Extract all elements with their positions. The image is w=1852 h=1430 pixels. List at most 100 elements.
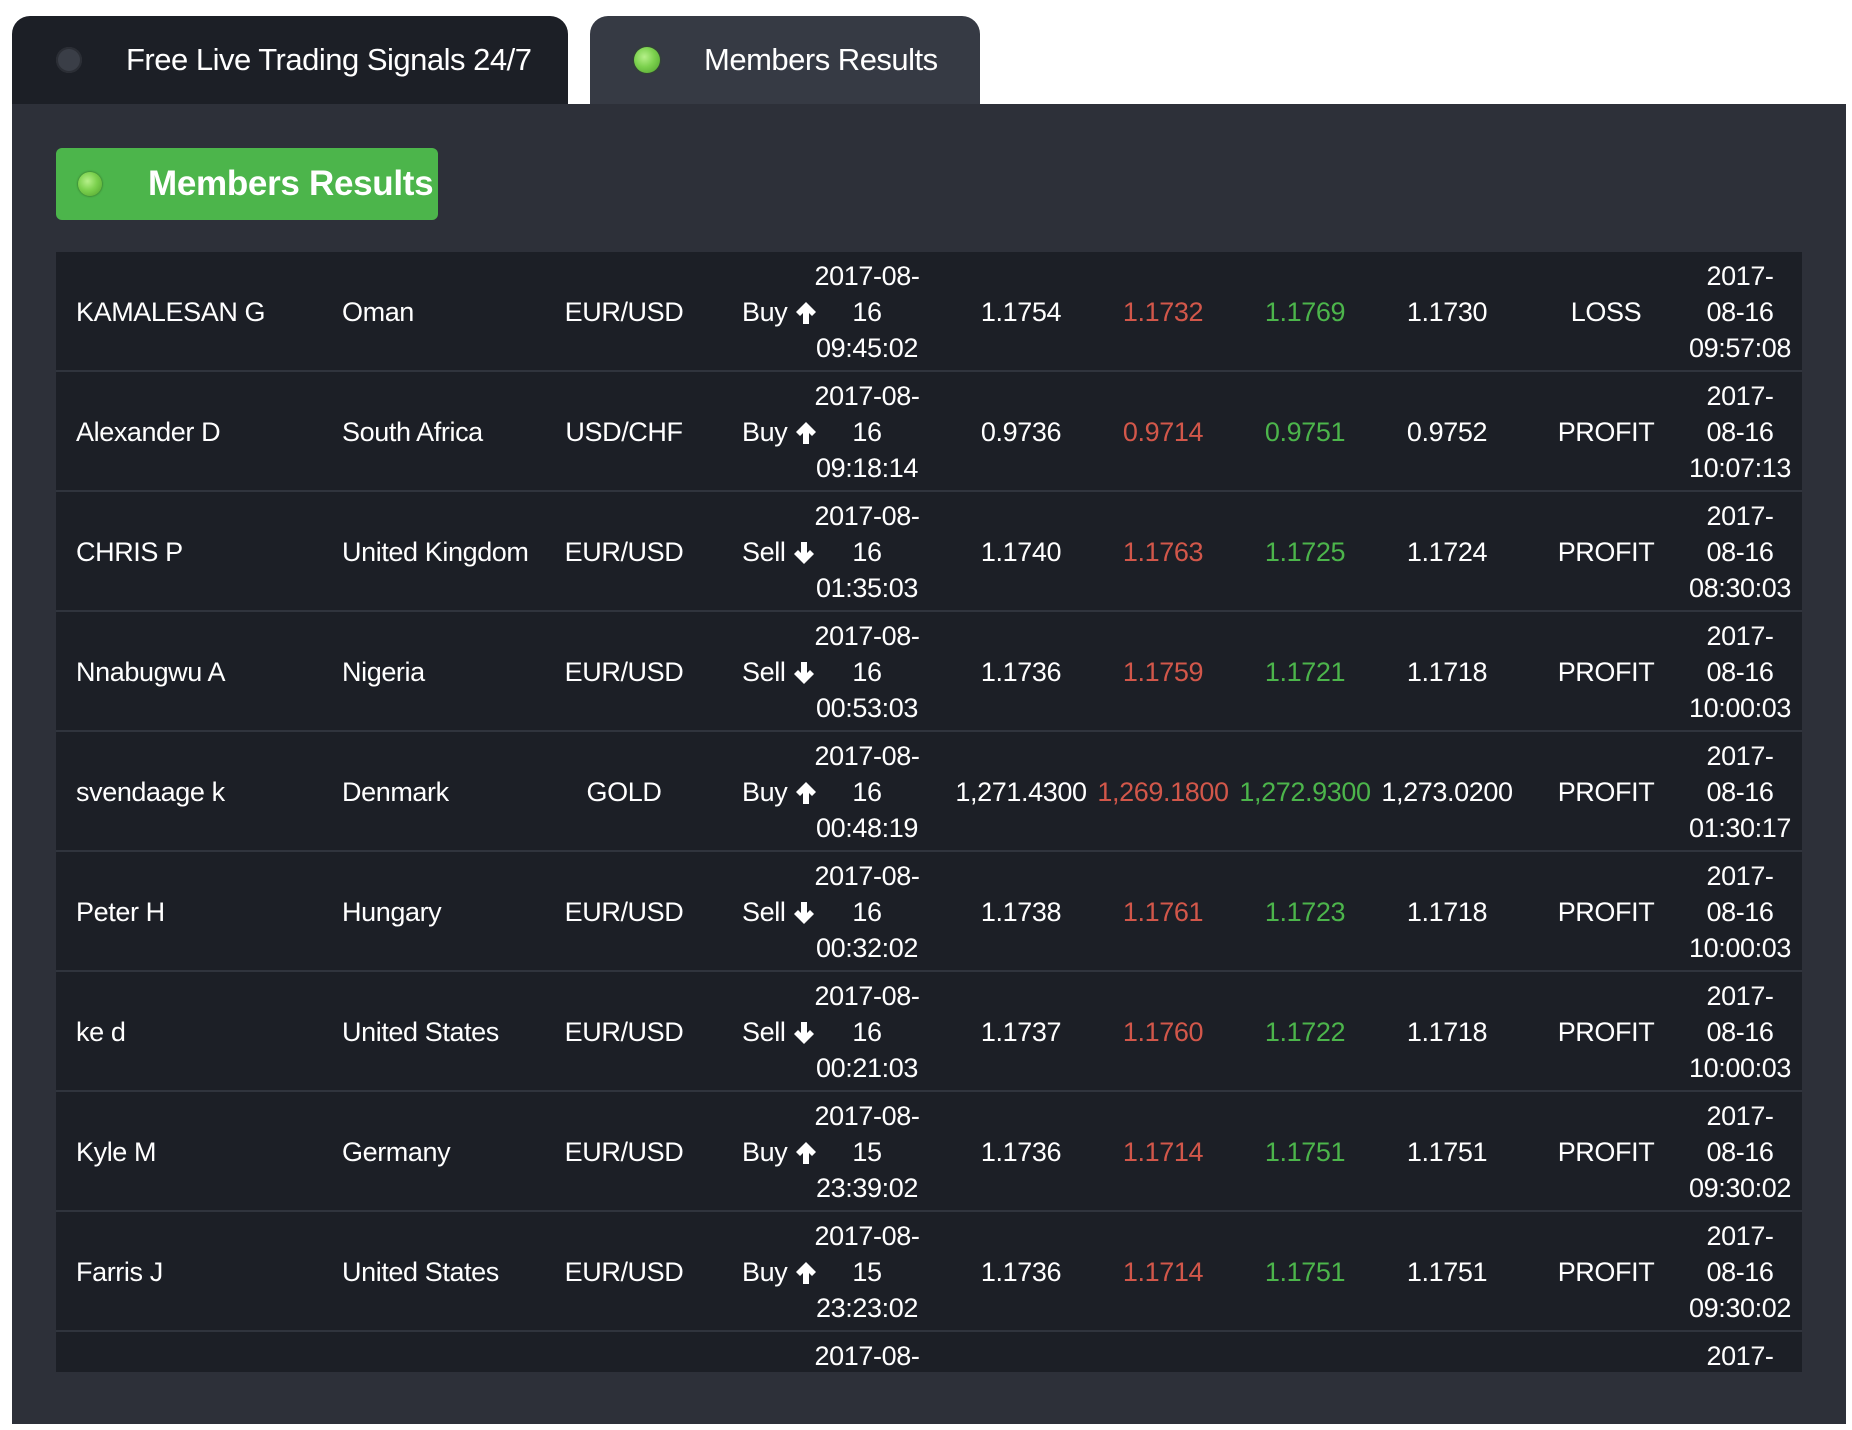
direction-label: Buy	[742, 1136, 788, 1167]
trader-country: Denmark	[342, 776, 449, 807]
opened-datetime-line: 09:18:14	[816, 453, 918, 483]
close-price: 1,273.0200	[1381, 776, 1513, 807]
arrow-up-icon	[787, 297, 817, 328]
currency-pair: EUR/USD	[564, 536, 684, 567]
opened-datetime-line: 00:48:19	[816, 813, 918, 843]
arrow-up-icon	[787, 777, 817, 808]
closed-datetime-line: 09:30:02	[1689, 1173, 1791, 1203]
opened-datetime-line: 16	[852, 297, 882, 327]
opened-datetime-line: 15	[852, 1137, 882, 1167]
trader-country: South Africa	[342, 416, 483, 447]
section-title: Members Results	[148, 164, 434, 203]
currency-pair: EUR/USD	[564, 656, 684, 687]
opened-datetime-line: 00:32:02	[816, 933, 918, 963]
closed-datetime: 2017-	[1684, 1332, 1796, 1372]
closed-datetime: 2017- 08-16 10:00:03	[1684, 612, 1796, 732]
stop-loss-price: 1,269.1800	[1097, 776, 1229, 807]
opened-datetime: 2017-08- 16 00:53:03	[804, 612, 930, 732]
trader-name: Kyle M	[76, 1136, 157, 1167]
closed-datetime-line: 08-16	[1706, 657, 1774, 687]
close-price: 1.1718	[1406, 656, 1488, 687]
stop-loss-price: 1.1760	[1122, 1016, 1204, 1047]
opened-datetime: 2017-08- 16 09:18:14	[804, 372, 930, 492]
currency-pair: EUR/USD	[564, 1256, 684, 1287]
opened-datetime-line: 2017-08-	[814, 861, 920, 891]
closed-datetime-line: 08-16	[1706, 297, 1774, 327]
opened-datetime-line: 2017-08-	[814, 261, 920, 291]
opened-datetime-line: 23:39:02	[816, 1173, 918, 1203]
opened-datetime-line: 09:45:02	[816, 333, 918, 363]
opened-datetime-line: 01:35:03	[816, 573, 918, 603]
opened-datetime-line: 16	[852, 417, 882, 447]
take-profit-price: 1.1769	[1264, 296, 1346, 327]
direction-label: Buy	[742, 776, 788, 807]
closed-datetime-line: 08-16	[1706, 1257, 1774, 1287]
closed-datetime-line: 10:07:13	[1689, 453, 1791, 483]
members-results-button[interactable]: Members Results	[56, 148, 438, 220]
tab-free-live-trading-signals[interactable]: Free Live Trading Signals 24/7	[12, 16, 568, 104]
currency-pair: EUR/USD	[564, 1016, 684, 1047]
arrow-up-icon	[787, 1257, 817, 1288]
opened-datetime-line: 2017-08-	[814, 1221, 920, 1251]
opened-datetime-line: 2017-08-	[814, 381, 920, 411]
closed-datetime-line: 2017-	[1706, 1101, 1774, 1131]
opened-datetime-line: 2017-08-	[814, 1341, 920, 1371]
currency-pair: EUR/USD	[564, 896, 684, 927]
closed-datetime: 2017- 08-16 08:30:03	[1684, 492, 1796, 612]
opened-datetime-line: 2017-08-	[814, 981, 920, 1011]
currency-pair: USD/CHF	[565, 416, 683, 447]
direction-label: Buy	[742, 1256, 788, 1287]
tab-members-results[interactable]: Members Results	[590, 16, 980, 104]
closed-datetime: 2017- 08-16 09:30:02	[1684, 1212, 1796, 1332]
opened-datetime-line: 16	[852, 657, 882, 687]
trader-name: Nnabugwu A	[76, 656, 226, 687]
trade-direction: Buy	[742, 1212, 817, 1332]
closed-datetime-line: 2017-	[1706, 381, 1774, 411]
results-table[interactable]: KAMALESAN G Oman EUR/USD 1.1754 1.1732 1.1769…	[56, 252, 1802, 1372]
opened-datetime-line: 16	[852, 897, 882, 927]
closed-datetime-line: 09:57:08	[1689, 333, 1791, 363]
entry-price: 1.1738	[980, 896, 1062, 927]
table-row: Alexander D South Africa USD/CHF 0.9736 0.97…	[56, 372, 1802, 492]
entry-price: 1.1737	[980, 1016, 1062, 1047]
opened-datetime-line: 16	[852, 1017, 882, 1047]
close-price: 1.1751	[1406, 1136, 1488, 1167]
table-row: CHRIS P United Kingdom EUR/USD 1.1740 1.1763…	[56, 492, 1802, 612]
closed-datetime: 2017- 08-16 01:30:17	[1684, 732, 1796, 852]
take-profit-price: 0.9751	[1264, 416, 1346, 447]
opened-datetime-line: 00:21:03	[816, 1053, 918, 1083]
table-row: 2017-08- 2017-	[56, 1332, 1802, 1372]
stop-loss-price: 1.1761	[1122, 896, 1204, 927]
close-price: 1.1751	[1406, 1256, 1488, 1287]
stop-loss-price: 1.1714	[1122, 1256, 1204, 1287]
entry-price: 1.1740	[980, 536, 1062, 567]
opened-datetime-line: 00:53:03	[816, 693, 918, 723]
direction-label: Sell	[742, 536, 786, 567]
trader-name: svendaage k	[76, 776, 225, 807]
opened-datetime: 2017-08- 15 23:39:02	[804, 1092, 930, 1212]
arrow-up-icon	[787, 1137, 817, 1168]
currency-pair: EUR/USD	[564, 1136, 684, 1167]
trader-country: Hungary	[342, 896, 442, 927]
entry-price: 1.1736	[980, 1136, 1062, 1167]
trade-direction: Buy	[742, 372, 817, 492]
closed-datetime-line: 08:30:03	[1689, 573, 1791, 603]
closed-datetime-line: 08-16	[1706, 777, 1774, 807]
trade-direction: Buy	[742, 732, 817, 852]
take-profit-price: 1.1751	[1264, 1136, 1346, 1167]
direction-label: Buy	[742, 296, 788, 327]
trade-direction: Sell	[742, 852, 815, 972]
closed-datetime-line: 2017-	[1706, 1221, 1774, 1251]
closed-datetime-line: 2017-	[1706, 741, 1774, 771]
closed-datetime-line: 08-16	[1706, 417, 1774, 447]
opened-datetime: 2017-08- 16 00:48:19	[804, 732, 930, 852]
trade-result: PROFIT	[1557, 656, 1655, 687]
closed-datetime: 2017- 08-16 10:00:03	[1684, 852, 1796, 972]
opened-datetime: 2017-08- 16 00:21:03	[804, 972, 930, 1092]
table-row: svendaage k Denmark GOLD 1,271.4300 1,269.18…	[56, 732, 1802, 852]
stop-loss-price: 1.1732	[1122, 296, 1204, 327]
take-profit-price	[1230, 1332, 1380, 1372]
currency-pair: GOLD	[586, 776, 662, 807]
arrow-down-icon	[785, 657, 815, 688]
close-price: 0.9752	[1406, 416, 1488, 447]
